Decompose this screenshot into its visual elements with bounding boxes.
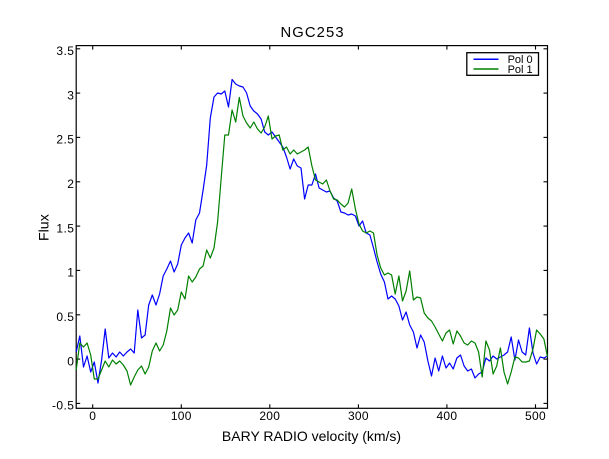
svg-text:3: 3 — [67, 88, 74, 102]
svg-text:3.5: 3.5 — [56, 44, 74, 58]
svg-text:300: 300 — [348, 409, 369, 423]
svg-text:BARY RADIO velocity (km/s): BARY RADIO velocity (km/s) — [222, 428, 401, 444]
svg-text:Flux: Flux — [36, 214, 52, 241]
svg-text:400: 400 — [436, 409, 457, 423]
svg-text:-0.5: -0.5 — [52, 399, 74, 413]
svg-text:2: 2 — [67, 177, 74, 191]
svg-text:2.5: 2.5 — [56, 133, 74, 147]
svg-text:Pol 1: Pol 1 — [508, 64, 533, 76]
svg-text:1.5: 1.5 — [56, 221, 74, 235]
svg-text:0: 0 — [67, 354, 74, 368]
svg-text:Pol 0: Pol 0 — [508, 54, 533, 66]
svg-text:0.5: 0.5 — [56, 310, 74, 324]
svg-text:500: 500 — [525, 409, 546, 423]
svg-text:200: 200 — [259, 409, 280, 423]
svg-text:0: 0 — [89, 409, 96, 423]
svg-text:1: 1 — [67, 266, 74, 280]
svg-text:100: 100 — [171, 409, 192, 423]
svg-text:NGC253: NGC253 — [281, 25, 345, 41]
